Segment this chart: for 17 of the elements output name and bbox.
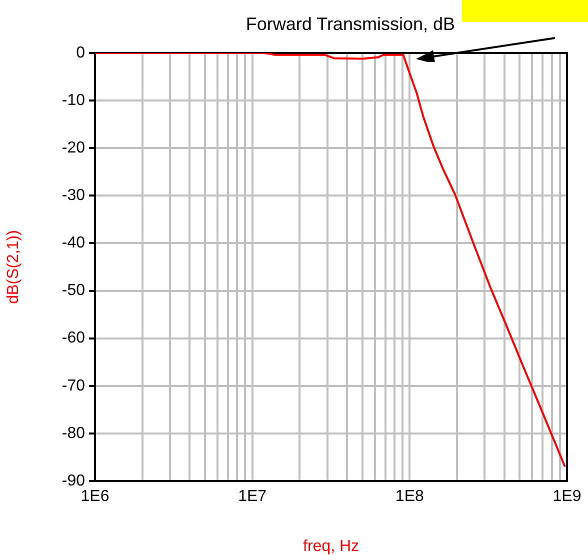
y-tick-label: -20 <box>62 140 86 157</box>
y-tick-label: -10 <box>62 92 86 109</box>
y-tick-label: 0 <box>76 44 86 62</box>
text: Forward Transmission, dB <box>246 14 455 34</box>
y-tick-label: -50 <box>62 282 86 300</box>
y-tick-label: -90 <box>62 472 86 490</box>
y-axis-title: dB(S(2,1)) <box>5 230 22 304</box>
y-tick-label: -60 <box>62 330 86 347</box>
y-tick-label: -40 <box>62 234 86 252</box>
y-tick-label: -70 <box>62 377 86 394</box>
x-tick-label: 1E7 <box>238 488 267 506</box>
y-tick-label: -30 <box>62 187 86 204</box>
y-tick-label: -80 <box>62 424 86 442</box>
x-tick-label: 1E8 <box>395 488 424 506</box>
x-tick-label: 1E6 <box>80 488 110 506</box>
x-axis-title: freq, Hz <box>302 538 360 555</box>
x-tick-label: 1E9 <box>552 488 582 506</box>
